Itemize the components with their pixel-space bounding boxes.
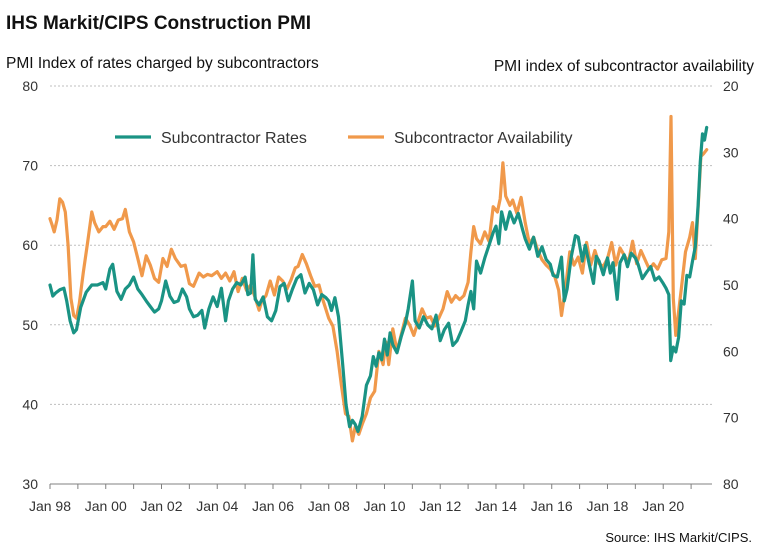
x-tick-label: Jan 18 bbox=[586, 498, 628, 514]
x-axis: Jan 98 Jan 00 Jan 02 Jan 04 Jan 06 Jan 08 Jan … bbox=[29, 483, 712, 514]
x-tick-label: Jan 98 bbox=[29, 498, 71, 514]
right-tick-label: 40 bbox=[723, 211, 739, 227]
x-tick-label: Jan 02 bbox=[140, 498, 182, 514]
x-tick-label: Jan 10 bbox=[363, 498, 405, 514]
legend-subcontractor-availability: Subcontractor Availability bbox=[348, 130, 572, 147]
x-tick-label: Jan 14 bbox=[475, 498, 517, 514]
x-tick-label: Jan 04 bbox=[196, 498, 238, 514]
x-tick-label: Jan 16 bbox=[531, 498, 573, 514]
left-axis: 30 40 50 60 70 80 bbox=[22, 78, 38, 492]
x-tick-label: Jan 00 bbox=[85, 498, 127, 514]
right-tick-label: 60 bbox=[723, 343, 739, 359]
x-tick-label: Jan 20 bbox=[642, 498, 684, 514]
legend-label: Subcontractor Availability bbox=[394, 130, 572, 147]
series-line-subcontractor-rates bbox=[48, 125, 709, 434]
source-note: Source: IHS Markit/CIPS. bbox=[605, 530, 752, 545]
x-tick-label: Jan 12 bbox=[419, 498, 461, 514]
left-tick-label: 50 bbox=[22, 317, 38, 333]
right-tick-label: 50 bbox=[723, 277, 739, 293]
left-tick-label: 40 bbox=[22, 396, 38, 412]
left-tick-label: 70 bbox=[22, 158, 38, 174]
left-axis-title: PMI Index of rates charged by subcontrac… bbox=[6, 55, 319, 72]
x-tick-label: Jan 08 bbox=[308, 498, 350, 514]
legend: Subcontractor Rates Subcontractor Availab… bbox=[115, 130, 572, 147]
left-tick-label: 80 bbox=[22, 78, 38, 94]
plot-lines bbox=[48, 114, 709, 443]
right-tick-label: 30 bbox=[723, 144, 739, 160]
left-tick-label: 60 bbox=[22, 237, 38, 253]
right-tick-label: 80 bbox=[723, 476, 739, 492]
chart-title: IHS Markit/CIPS Construction PMI bbox=[6, 13, 311, 34]
right-tick-label: 20 bbox=[723, 78, 739, 94]
right-axis-title: PMI index of subcontractor availability bbox=[494, 58, 754, 75]
x-tick-label: Jan 06 bbox=[252, 498, 294, 514]
right-tick-label: 70 bbox=[723, 410, 739, 426]
left-tick-label: 30 bbox=[22, 476, 38, 492]
right-axis: 80 70 60 50 40 30 20 bbox=[723, 78, 739, 492]
legend-subcontractor-rates: Subcontractor Rates bbox=[115, 130, 307, 147]
legend-label: Subcontractor Rates bbox=[161, 130, 307, 147]
